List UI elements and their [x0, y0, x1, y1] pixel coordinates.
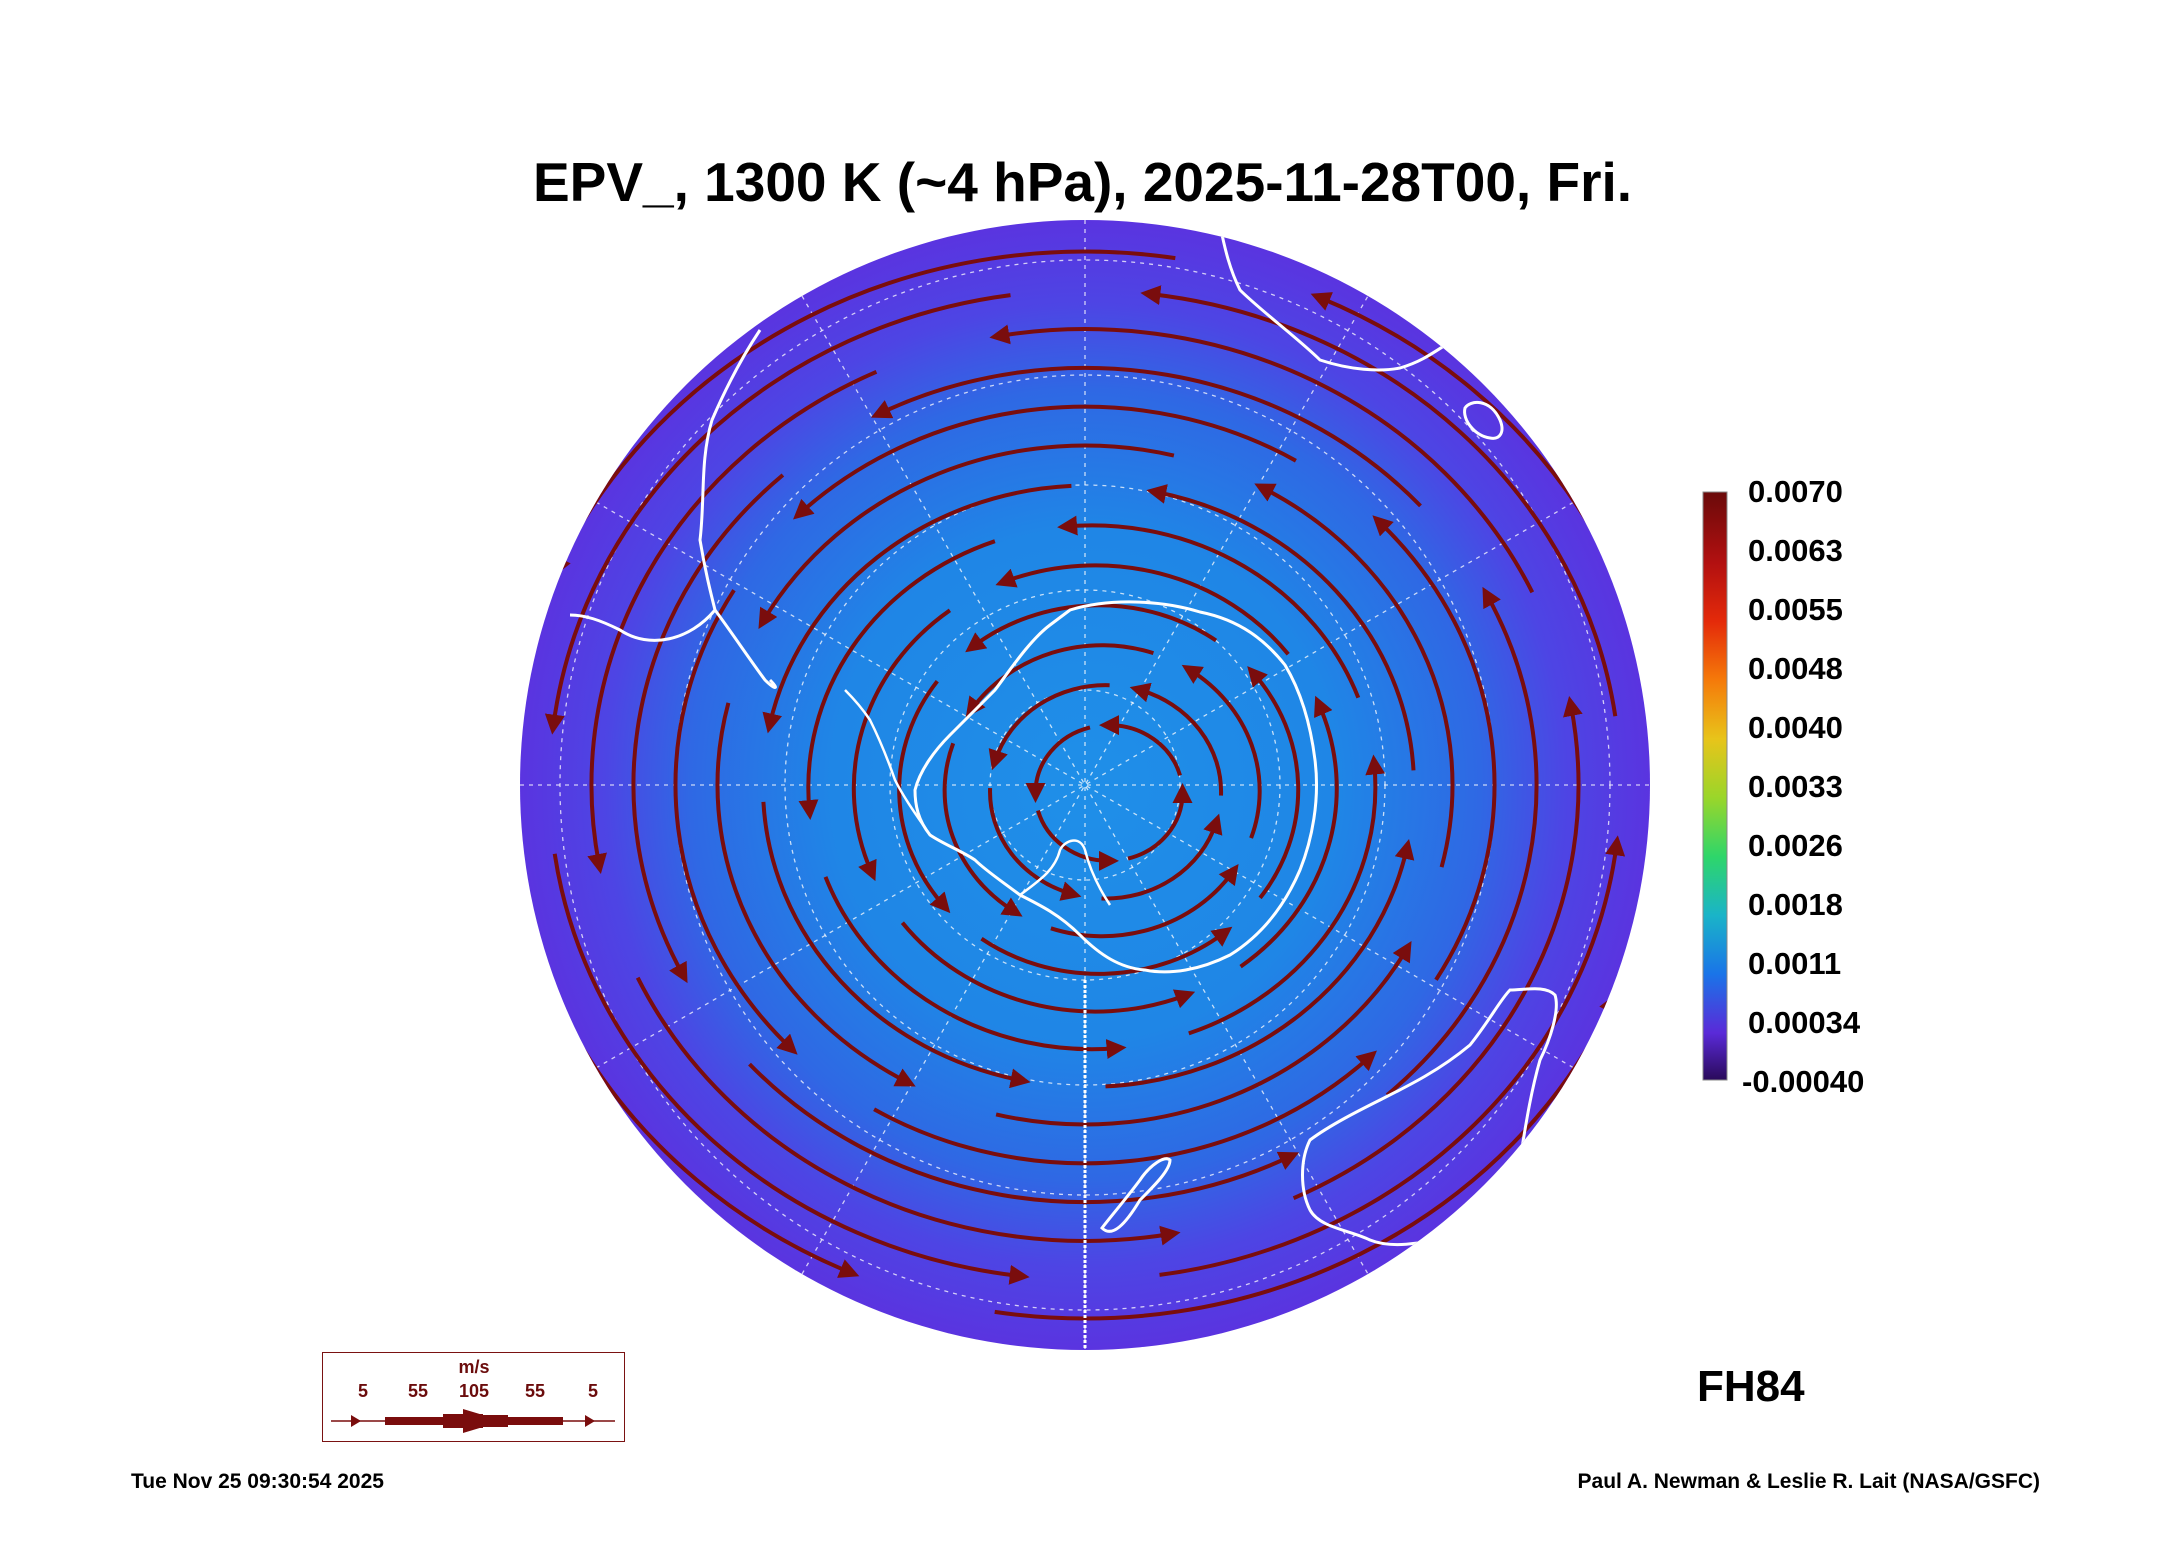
streamline [761, 801, 1031, 1089]
new-zealand-coastline [1100, 1157, 1172, 1233]
streamline [1129, 682, 1224, 796]
streamline [1101, 813, 1223, 901]
streamline [1099, 715, 1182, 776]
colorbar-tick-label: 0.0033 [1748, 769, 1843, 804]
streamline [552, 853, 1030, 1285]
wind-legend-unit: m/s [458, 1357, 490, 1377]
colorbar-tick-label: 0.0026 [1748, 828, 1843, 863]
streamline [715, 702, 916, 1087]
streamline [942, 742, 1023, 917]
streamline [989, 324, 1535, 594]
streamline [793, 404, 1297, 520]
streamline [988, 788, 1082, 901]
streamline [851, 608, 952, 882]
streamline [758, 443, 1175, 629]
colorbar [1702, 491, 1728, 1081]
south-america-tip [713, 609, 777, 689]
streamline [552, 249, 1176, 578]
streamline [762, 483, 1072, 734]
streamline [1036, 810, 1119, 871]
wind-legend-tick: 105 [458, 1381, 490, 1401]
streamline [897, 679, 951, 914]
south-america-coastline [569, 329, 762, 642]
madagascar-coastline [1463, 400, 1504, 440]
colorbar-tick-label: -0.00040 [1742, 1064, 1865, 1099]
streamline [1127, 783, 1193, 861]
streamline [995, 941, 1412, 1127]
streamline [748, 1062, 1300, 1205]
colorbar-tick-label: 0.00034 [1748, 1005, 1861, 1040]
streamline [994, 992, 1618, 1321]
streamline [587, 369, 878, 875]
wind-legend-tick: 5 [587, 1381, 599, 1401]
antarctica-coastline [913, 600, 1318, 974]
wind-streamlines [520, 249, 1650, 1321]
wind-speed-legend: m/s 5 55 105 55 5 [322, 1352, 625, 1442]
forecast-hour-label: FH84 [1697, 1362, 1805, 1411]
streamline [995, 563, 1290, 656]
streamline [1188, 754, 1386, 1036]
wind-legend-tick: 55 [407, 1381, 429, 1401]
streamline [1105, 838, 1415, 1089]
streamline [631, 473, 785, 984]
wind-legend-tick: 55 [524, 1381, 546, 1401]
streamline [544, 293, 1011, 735]
wind-legend-tick: 5 [357, 1381, 369, 1401]
streamline [1247, 666, 1301, 900]
streamline [1025, 725, 1091, 803]
streamline [823, 876, 1127, 1059]
streamline [1140, 285, 1618, 717]
streamline [965, 643, 1155, 718]
colorbar-tick-label: 0.0063 [1748, 533, 1843, 568]
australia-coastline [1301, 987, 1558, 1247]
streamline [1372, 515, 1497, 981]
colorbar-tick-label: 0.0070 [1748, 474, 1843, 509]
timestamp: Tue Nov 25 09:30:54 2025 [131, 1470, 384, 1493]
colorbar-tick-label: 0.0048 [1748, 651, 1843, 686]
streamline [798, 539, 996, 821]
map-title: EPV_, 1300 K (~4 hPa), 2025-11-28T00, Fr… [532, 151, 1633, 213]
streamline [673, 589, 798, 1055]
wind-legend-arrows [331, 1409, 615, 1433]
colorbar-tick-label: 0.0018 [1748, 887, 1843, 922]
streamline [1239, 695, 1339, 969]
streamline [1146, 484, 1416, 771]
ross-ice-shelf [1019, 839, 1112, 906]
colorbar-tick-label: 0.0055 [1748, 592, 1843, 627]
streamline [1181, 664, 1262, 839]
antarctic-peninsula-coastline [844, 689, 932, 836]
credit: Paul A. Newman & Leslie R. Lait (NASA/GS… [1577, 1470, 2040, 1493]
africa-coastline [1218, 224, 1451, 372]
streamline [870, 365, 1422, 508]
streamline [635, 976, 1181, 1246]
streamline [873, 1050, 1377, 1166]
streamline [980, 926, 1233, 976]
colorbar-tick-label: 0.0040 [1748, 710, 1843, 745]
streamline [1254, 483, 1455, 868]
streamline [900, 921, 1196, 1014]
streamline [1385, 586, 1539, 1097]
streamline [1292, 695, 1583, 1201]
colorbar-tick-label: 0.0011 [1748, 946, 1842, 981]
streamline [1057, 515, 1361, 699]
streamline [988, 683, 1110, 771]
streamline [1159, 835, 1626, 1277]
